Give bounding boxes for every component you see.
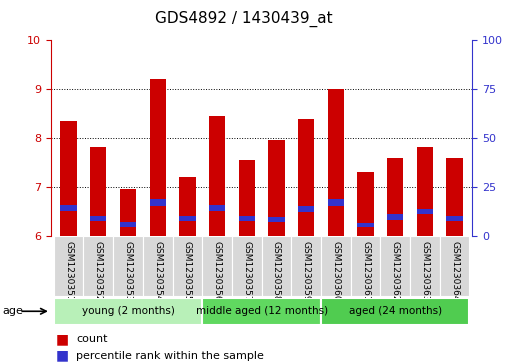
Text: GDS4892 / 1430439_at: GDS4892 / 1430439_at (155, 11, 333, 27)
Bar (298, 119, 314, 236)
Text: aged (24 months): aged (24 months) (348, 306, 442, 316)
Bar (113, 236, 143, 296)
Bar (143, 236, 173, 296)
Bar (387, 158, 403, 236)
Bar (209, 205, 225, 211)
Text: ■: ■ (56, 349, 69, 363)
Text: GSM1230355: GSM1230355 (183, 241, 192, 301)
Bar (417, 147, 433, 236)
Bar (202, 298, 321, 325)
Text: GSM1230360: GSM1230360 (331, 241, 340, 301)
Bar (54, 236, 83, 296)
Bar (60, 205, 77, 211)
Text: young (2 months): young (2 months) (82, 306, 174, 316)
Text: middle aged (12 months): middle aged (12 months) (196, 306, 328, 316)
Bar (328, 199, 344, 205)
Bar (447, 158, 463, 236)
Bar (179, 177, 196, 236)
Bar (351, 236, 380, 296)
Bar (202, 236, 232, 296)
Bar (120, 189, 136, 236)
Text: GSM1230354: GSM1230354 (153, 241, 162, 301)
Bar (149, 199, 166, 205)
Bar (262, 236, 291, 296)
Text: percentile rank within the sample: percentile rank within the sample (76, 351, 264, 361)
Bar (232, 236, 262, 296)
Bar (447, 216, 463, 221)
Text: GSM1230363: GSM1230363 (421, 241, 429, 301)
Text: GSM1230362: GSM1230362 (391, 241, 400, 301)
Bar (120, 222, 136, 227)
Text: GSM1230353: GSM1230353 (123, 241, 133, 301)
Bar (321, 236, 351, 296)
Text: GSM1230361: GSM1230361 (361, 241, 370, 301)
Bar (321, 298, 469, 325)
Bar (358, 172, 374, 236)
Bar (268, 217, 284, 222)
Bar (358, 223, 374, 227)
Bar (60, 121, 77, 236)
Bar (54, 298, 202, 325)
Bar (291, 236, 321, 296)
Bar (387, 215, 403, 220)
Text: GSM1230358: GSM1230358 (272, 241, 281, 301)
Text: GSM1230356: GSM1230356 (212, 241, 221, 301)
Bar (90, 147, 107, 236)
Bar (417, 208, 433, 215)
Text: GSM1230352: GSM1230352 (94, 241, 103, 301)
Bar (173, 236, 202, 296)
Text: GSM1230364: GSM1230364 (450, 241, 459, 301)
Text: age: age (3, 306, 23, 316)
Bar (380, 236, 410, 296)
Bar (239, 160, 255, 236)
Bar (298, 206, 314, 212)
Bar (440, 236, 469, 296)
Text: GSM1230351: GSM1230351 (64, 241, 73, 301)
Bar (83, 236, 113, 296)
Text: count: count (76, 334, 108, 344)
Bar (328, 89, 344, 236)
Bar (179, 216, 196, 221)
Text: GSM1230359: GSM1230359 (302, 241, 311, 301)
Bar (239, 216, 255, 221)
Bar (410, 236, 440, 296)
Bar (268, 140, 284, 236)
Text: GSM1230357: GSM1230357 (242, 241, 251, 301)
Bar (90, 216, 107, 221)
Bar (149, 79, 166, 236)
Bar (209, 116, 225, 236)
Text: ■: ■ (56, 333, 69, 346)
